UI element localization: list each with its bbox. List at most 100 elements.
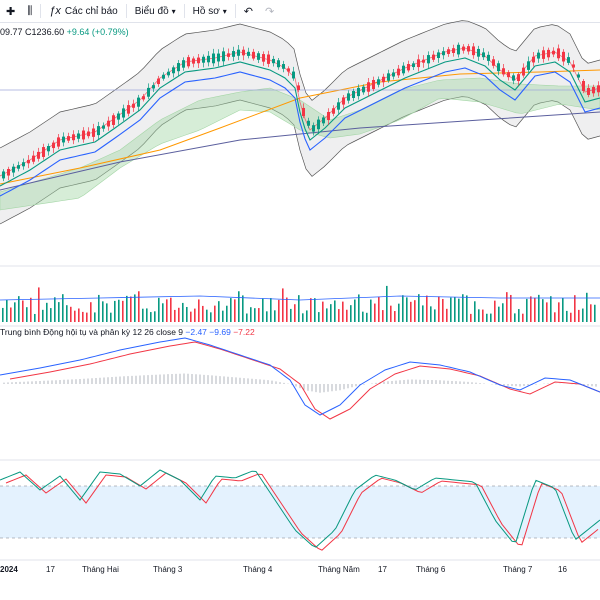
volume-bar — [586, 292, 588, 322]
volume-bar — [278, 299, 280, 322]
axis-label: Tháng Hai — [82, 565, 119, 574]
compare-button[interactable]: ✚ — [0, 0, 21, 22]
volume-bar — [430, 306, 432, 322]
candle — [497, 63, 500, 72]
volume-bar — [110, 312, 112, 322]
volume-bar — [534, 297, 536, 322]
candle — [507, 72, 510, 78]
volume-bar — [454, 296, 456, 322]
chart-toolbar: ✚ ⫼ ƒx Các chỉ báo Biểu đồ ▾ Hồ sơ ▾ ↶ ↷ — [0, 0, 600, 23]
volume-bar — [118, 299, 120, 322]
candle — [352, 91, 355, 98]
volume-bar — [178, 307, 180, 322]
redo-button[interactable]: ↷ — [259, 0, 280, 22]
candle — [147, 87, 150, 97]
volume-bar — [370, 299, 372, 322]
axis-label: Tháng Năm — [318, 565, 360, 574]
volume-bar — [126, 295, 128, 322]
volume-bar — [114, 300, 116, 322]
volume-bar — [502, 303, 504, 322]
candle — [182, 60, 185, 68]
volume-bar — [282, 288, 284, 322]
candle — [117, 113, 120, 120]
candle — [202, 56, 205, 63]
candle — [237, 49, 240, 56]
candle — [107, 120, 110, 127]
volume-bar — [78, 308, 80, 322]
undo-button[interactable]: ↶ — [238, 0, 259, 22]
volume-bar — [122, 300, 124, 322]
volume-bar — [26, 307, 28, 322]
candle — [92, 128, 95, 137]
close-value: 1236.60 — [31, 27, 65, 37]
chart-type-button[interactable]: Biểu đồ ▾ — [129, 0, 182, 22]
chart-type-label: Biểu đồ — [134, 5, 169, 17]
volume-bar — [94, 312, 96, 322]
profile-button[interactable]: Hồ sơ ▾ — [187, 0, 233, 22]
volume-bar — [6, 299, 8, 322]
volume-bar — [186, 306, 188, 322]
volume-bar — [290, 308, 292, 322]
volume-bar — [314, 298, 316, 322]
volume-bar — [322, 301, 324, 322]
volume-bar — [74, 310, 76, 322]
volume-bar — [202, 305, 204, 322]
candle — [242, 49, 245, 56]
volume-bar — [218, 301, 220, 322]
volume-bar — [486, 313, 488, 322]
axis-label-year: 2024 — [0, 565, 18, 574]
axis-label: Tháng 6 — [416, 565, 446, 574]
candle — [292, 71, 295, 79]
candle — [322, 117, 325, 124]
candle — [427, 55, 430, 64]
volume-bar — [366, 312, 368, 322]
candle — [212, 53, 215, 64]
candle — [397, 68, 400, 76]
volume-bar — [438, 296, 440, 322]
axis-label: 17 — [46, 565, 55, 574]
volume-bar — [46, 302, 48, 322]
volume-bar — [426, 295, 428, 322]
volume-bar — [274, 310, 276, 322]
candle — [57, 137, 60, 147]
time-axis[interactable]: 2024 17 Tháng Hai Tháng 3 Tháng 4 Tháng … — [0, 562, 600, 578]
candle — [447, 49, 450, 54]
candle — [567, 57, 570, 63]
candle — [472, 46, 475, 56]
volume-bar — [418, 294, 420, 322]
candle — [122, 108, 125, 118]
candle — [277, 60, 280, 68]
macd-line-value: −9.69 — [209, 327, 231, 337]
indicators-button[interactable]: ƒx Các chỉ báo — [43, 0, 123, 22]
candle — [77, 133, 80, 139]
candle — [572, 64, 575, 68]
volume-bar — [466, 295, 468, 322]
candle — [437, 52, 440, 58]
candle — [162, 74, 165, 79]
candle — [417, 59, 420, 68]
volume-bar — [482, 309, 484, 322]
candle — [342, 97, 345, 105]
candle — [382, 76, 385, 83]
volume-bar — [462, 294, 464, 322]
candle — [592, 86, 595, 94]
volume-bar — [226, 305, 228, 322]
volume-bar — [458, 298, 460, 322]
volume-bar — [2, 307, 4, 322]
volume-bar — [538, 294, 540, 322]
volume-bar — [574, 295, 576, 322]
volume-bar — [190, 311, 192, 322]
candle — [82, 130, 85, 140]
candle — [577, 74, 580, 78]
volume-bar — [158, 297, 160, 322]
volume-bar — [478, 309, 480, 322]
candle — [52, 142, 55, 149]
macd-histogram-value: −2.47 — [185, 327, 207, 337]
profile-label: Hồ sơ — [192, 5, 220, 17]
divider — [183, 4, 185, 18]
close-letter: C — [25, 27, 32, 37]
divider — [234, 4, 236, 18]
candle-style-button[interactable]: ⫼ — [21, 0, 38, 22]
volume-bar — [402, 295, 404, 322]
